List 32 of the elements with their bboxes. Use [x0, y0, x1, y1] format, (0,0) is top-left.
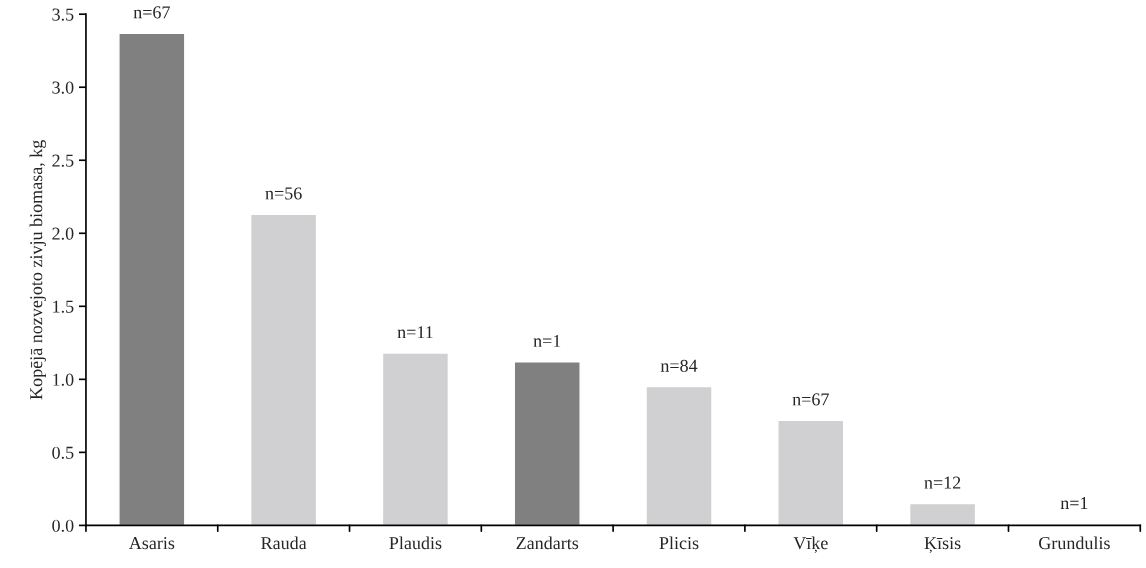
annotation: n=12: [924, 476, 961, 489]
bar: [513, 361, 581, 526]
y-tick-label: 1.0: [53, 373, 74, 386]
y-tick-label: 2.5: [52, 154, 74, 167]
x-tick-label: Plaudis: [389, 536, 442, 550]
y-tick-label: 0.0: [52, 519, 74, 532]
y-axis-title: Kopējā nozvejoto zivju biomasa, kg: [29, 140, 47, 400]
annotation: n=67: [792, 393, 829, 406]
bar: [249, 213, 318, 526]
x-tick-label: Grundulis: [1039, 536, 1110, 550]
x-tick-label: Rauda: [261, 536, 307, 550]
y-tick-label: 0.5: [52, 446, 74, 459]
bar: [381, 352, 450, 526]
annotation: n=1: [533, 334, 561, 347]
annotation: n=67: [133, 6, 170, 19]
y-tick-label: 1.5: [53, 300, 74, 313]
bar: [777, 419, 845, 526]
annotation: n=11: [397, 326, 433, 339]
x-tick-label: Ķīsis: [924, 537, 961, 553]
x-tick-label: Vīķe: [793, 536, 828, 553]
y-tick-label: 3.5: [52, 8, 74, 21]
bar: [118, 32, 186, 526]
annotation: n=1: [1060, 497, 1088, 509]
x-tick-label: Plicis: [659, 536, 699, 550]
y-tick-label: 2.0: [52, 227, 74, 240]
y-tick-label: 3.0: [52, 81, 74, 94]
x-tick-label: Asaris: [128, 537, 175, 550]
annotation: n=84: [660, 359, 698, 372]
bar: [908, 502, 977, 526]
annotation: n=56: [265, 187, 302, 200]
bar: [645, 385, 713, 526]
x-tick-label: Zandarts: [516, 536, 579, 550]
